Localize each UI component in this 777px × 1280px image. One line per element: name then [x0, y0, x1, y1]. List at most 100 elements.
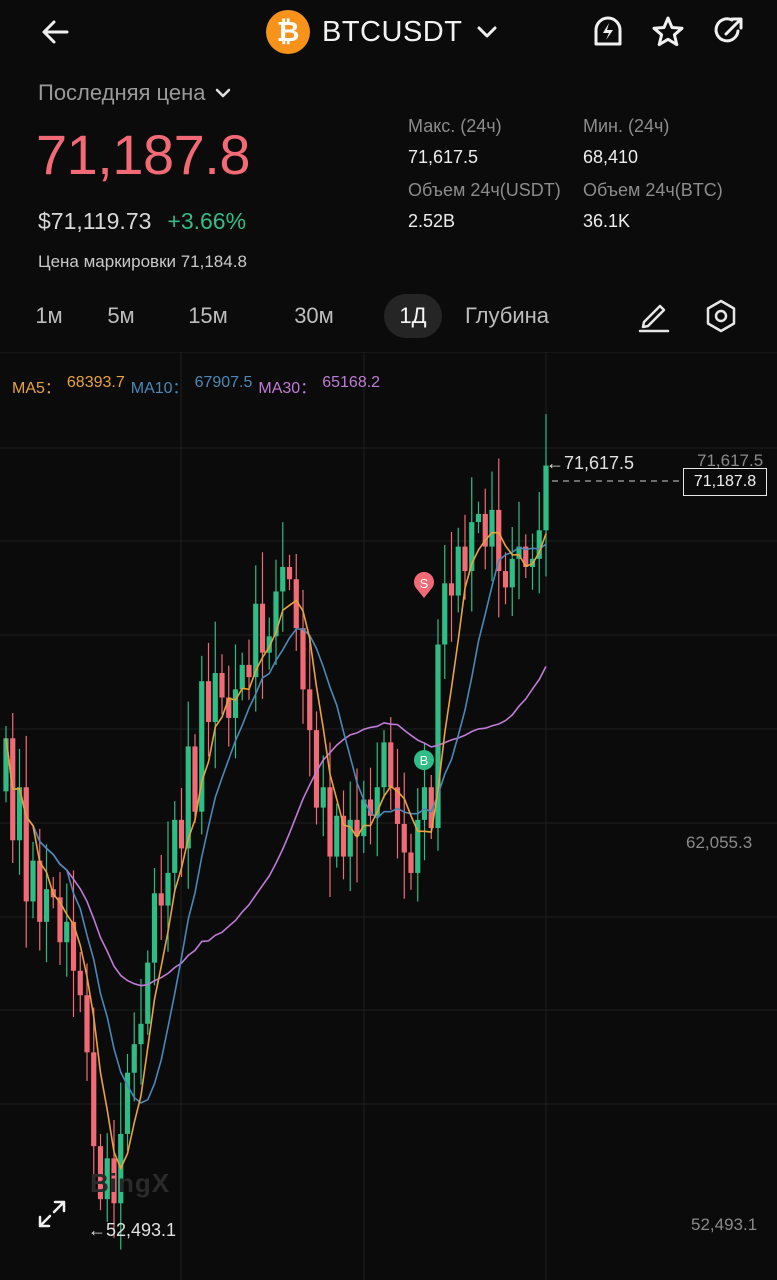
high-marker: ←71,617.5	[546, 453, 635, 473]
candle-body	[158, 893, 164, 906]
candle-body	[57, 897, 63, 943]
candle-body	[374, 787, 380, 816]
candle-body	[482, 513, 488, 547]
ma30-value: 65168.2	[322, 374, 381, 391]
last-price: 71,187.8	[36, 123, 250, 186]
candle-body	[523, 546, 529, 567]
candle-body	[70, 921, 77, 971]
star-icon[interactable]	[648, 12, 688, 52]
ma10-label: MA10：	[130, 380, 189, 397]
candle-body	[266, 636, 272, 653]
candle-body	[455, 546, 461, 596]
candle-body	[286, 566, 293, 580]
candle-body	[23, 787, 29, 902]
axis-label-mid: 62,055.3	[686, 833, 753, 852]
candle-body	[185, 746, 191, 849]
candle-body	[442, 583, 448, 645]
last-price-selector[interactable]: Последняя цена	[38, 80, 232, 106]
candle-body	[199, 681, 205, 812]
candles	[3, 414, 549, 1250]
candle-body	[219, 673, 225, 698]
axis-label-top: 71,617.5	[697, 451, 764, 470]
candle-body	[543, 465, 549, 531]
watermark-logo: BingX	[90, 1168, 171, 1198]
candle-body	[64, 921, 70, 943]
candle-body	[273, 591, 279, 637]
tab-1d[interactable]: 1Д	[384, 294, 442, 338]
candle-body	[388, 742, 394, 788]
back-arrow-icon[interactable]	[36, 12, 76, 52]
candle-body	[165, 872, 171, 906]
candle-body	[97, 1146, 104, 1200]
tab-30m[interactable]: 30м	[294, 303, 334, 328]
stat-vol-btc: Объем 24ч(BTC) 36.1K	[583, 180, 723, 232]
pair-selector[interactable]: ₿ BTCUSDT	[266, 10, 500, 54]
stat-high-value: 71,617.5	[408, 147, 479, 167]
candle-body	[469, 522, 475, 572]
chart-settings-icon[interactable]	[703, 298, 739, 334]
candle-body	[253, 603, 259, 678]
share-icon[interactable]	[708, 12, 748, 52]
tab-15m[interactable]: 15м	[188, 303, 228, 328]
candle-body	[334, 815, 340, 857]
stat-vol-usdt-value: 2.52B	[408, 211, 456, 231]
top-bar: ₿ BTCUSDT	[0, 0, 777, 64]
mark-price: Цена маркировки 71,184.8	[38, 252, 247, 271]
candle-body	[192, 746, 198, 812]
candle-body	[448, 583, 455, 596]
candle-body	[496, 509, 502, 572]
stat-high: Макс. (24ч) 71,617.5	[408, 116, 502, 168]
candle-body	[408, 852, 414, 873]
stat-low-label: Мин. (24ч)	[583, 116, 670, 136]
candle-body	[516, 546, 522, 559]
candle-body	[84, 995, 90, 1053]
candle-body	[435, 644, 441, 829]
candle-body	[232, 689, 239, 718]
ma-legend: MA5： 68393.7 MA10： 67907.5 MA30： 65168.2	[12, 374, 386, 398]
candle-body	[313, 730, 320, 808]
candle-body	[37, 860, 43, 922]
stat-vol-usdt-label: Объем 24ч(USDT)	[408, 180, 561, 200]
usd-line: $71,119.73 +3.66%	[38, 208, 246, 235]
draw-tool-icon[interactable]	[636, 298, 672, 334]
candle-body	[77, 970, 83, 996]
candle-body	[536, 530, 542, 559]
candle-body	[111, 1158, 117, 1204]
candle-body	[293, 579, 299, 629]
candle-body	[124, 1072, 131, 1134]
candle-body	[104, 1158, 110, 1200]
chevron-down-icon	[477, 26, 497, 38]
candle-body	[394, 787, 401, 824]
candle-body	[340, 815, 347, 857]
ma10-line	[5, 543, 547, 1104]
candle-body	[415, 819, 421, 873]
candle-body	[489, 509, 495, 547]
pair-name: BTCUSDT	[322, 15, 463, 48]
candle-body	[30, 860, 36, 902]
candle-body	[381, 742, 387, 788]
chevron-down-icon	[215, 88, 230, 98]
ma5-label: MA5：	[12, 380, 61, 397]
sell-marker-icon: S	[414, 572, 435, 598]
price-change: +3.66%	[167, 208, 247, 234]
candlestick-chart[interactable]: S B	[0, 352, 777, 1280]
ma5-value: 68393.7	[66, 374, 125, 391]
candle-body	[205, 681, 212, 722]
price-alert-icon[interactable]	[588, 12, 628, 52]
tab-5m[interactable]: 5м	[107, 303, 135, 328]
candle-body	[131, 1044, 137, 1073]
tab-depth[interactable]: Глубина	[464, 303, 550, 328]
candle-body	[172, 819, 178, 873]
usd-price: $71,119.73	[38, 208, 152, 234]
tab-1m[interactable]: 1м	[35, 303, 63, 328]
low-marker: ←52,493.1	[88, 1220, 177, 1240]
fullscreen-icon[interactable]	[36, 1198, 68, 1230]
candle-body	[401, 823, 407, 853]
candle-body	[367, 799, 374, 816]
last-price-label: Последняя цена	[38, 80, 206, 105]
ma30-label: MA30：	[258, 380, 317, 397]
candle-body	[300, 628, 306, 690]
candle-body	[138, 1023, 144, 1045]
candle-body	[361, 799, 367, 837]
candle-body	[307, 689, 313, 731]
